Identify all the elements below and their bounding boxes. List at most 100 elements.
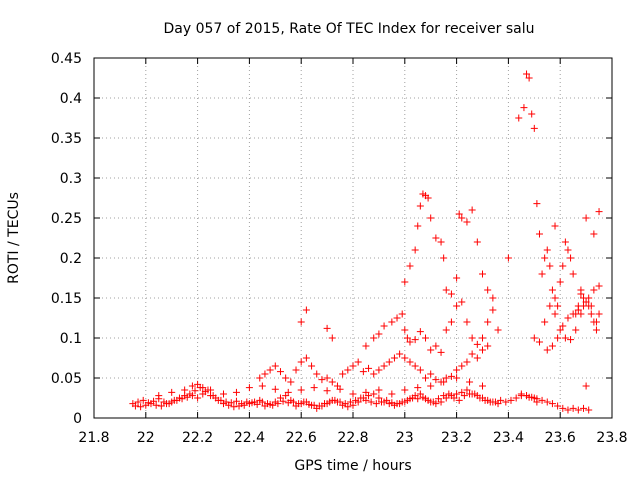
data-point	[318, 376, 326, 384]
data-point	[375, 386, 383, 394]
data-point	[468, 206, 476, 214]
data-point	[220, 390, 227, 398]
x-tick-label: 23.2	[441, 430, 472, 446]
data-point	[416, 328, 424, 336]
data-point	[406, 358, 414, 366]
data-point	[458, 298, 466, 306]
data-point	[302, 354, 310, 362]
data-point	[580, 302, 588, 310]
data-point	[292, 366, 300, 374]
data-point	[344, 366, 352, 374]
data-point	[463, 218, 471, 226]
data-point	[582, 214, 590, 222]
data-point	[406, 262, 414, 270]
data-point	[367, 398, 375, 406]
data-point	[458, 214, 466, 222]
data-point	[592, 326, 600, 334]
data-point	[344, 403, 352, 411]
data-point	[163, 400, 171, 408]
data-point	[468, 390, 476, 398]
data-point	[372, 400, 380, 408]
chart-title: Day 057 of 2015, Rate Of TEC Index for r…	[163, 21, 534, 37]
data-point	[207, 386, 215, 394]
data-point	[225, 401, 233, 409]
data-point	[564, 314, 572, 322]
data-point	[437, 378, 445, 386]
grid	[94, 58, 612, 418]
data-point	[401, 326, 409, 334]
data-point	[455, 396, 463, 404]
data-point	[569, 310, 577, 318]
data-point	[473, 392, 481, 400]
data-point	[134, 398, 142, 406]
data-point	[427, 370, 435, 378]
data-point	[390, 354, 398, 362]
data-point	[354, 358, 362, 366]
x-tick-label: 23.6	[545, 430, 576, 446]
data-point	[422, 395, 430, 403]
data-point	[333, 398, 341, 406]
data-point	[587, 310, 595, 318]
data-point	[479, 346, 486, 354]
data-point	[292, 402, 300, 410]
data-point	[447, 290, 455, 298]
data-point	[489, 306, 497, 314]
data-point	[590, 230, 598, 238]
data-point	[339, 370, 347, 378]
data-point	[318, 402, 326, 410]
data-point	[245, 384, 253, 392]
data-point	[157, 402, 165, 410]
data-point	[401, 354, 409, 362]
data-point	[168, 388, 176, 396]
y-tick-label: 0	[73, 411, 82, 427]
data-point	[502, 398, 510, 406]
data-point	[220, 400, 227, 408]
data-point	[302, 398, 310, 406]
y-tick-label: 0.2	[60, 251, 82, 267]
x-tick-label: 22.8	[337, 430, 368, 446]
x-tick-labels: 21.8 22 22.2 22.4 22.6 22.8 23 23.2 23.4 23.6 23.8	[78, 430, 627, 446]
data-point	[466, 378, 474, 386]
data-point	[530, 124, 538, 132]
data-point	[297, 386, 305, 394]
data-point	[339, 401, 347, 409]
data-point	[181, 386, 189, 394]
data-point	[595, 282, 603, 290]
data-point	[191, 387, 199, 395]
data-point	[370, 390, 378, 398]
data-point	[393, 314, 401, 322]
data-point	[245, 400, 253, 408]
data-point	[484, 286, 492, 294]
data-point	[515, 114, 523, 122]
data-point	[463, 386, 471, 394]
data-point	[214, 396, 222, 404]
data-point	[370, 334, 378, 342]
data-point	[188, 382, 196, 390]
data-point	[432, 376, 440, 384]
x-tick-label: 22.4	[234, 430, 265, 446]
data-point	[266, 366, 274, 374]
data-point	[232, 397, 240, 405]
data-point	[543, 346, 551, 354]
data-point	[370, 370, 378, 378]
data-point	[362, 388, 370, 396]
data-point	[308, 401, 316, 409]
data-point	[538, 396, 546, 404]
data-point	[155, 392, 163, 400]
data-point	[453, 366, 461, 374]
data-point	[572, 326, 580, 334]
data-point	[427, 398, 435, 406]
data-point	[414, 384, 422, 392]
data-point	[328, 334, 336, 342]
y-tick-label: 0.35	[51, 131, 82, 147]
data-point	[546, 262, 554, 270]
data-point	[458, 362, 466, 370]
x-tick-label: 23.8	[596, 430, 627, 446]
data-point	[440, 254, 448, 262]
data-point	[548, 342, 556, 350]
data-point	[375, 330, 383, 338]
data-point	[463, 318, 471, 326]
data-point	[453, 374, 461, 382]
data-points	[129, 70, 603, 414]
data-point	[538, 270, 546, 278]
